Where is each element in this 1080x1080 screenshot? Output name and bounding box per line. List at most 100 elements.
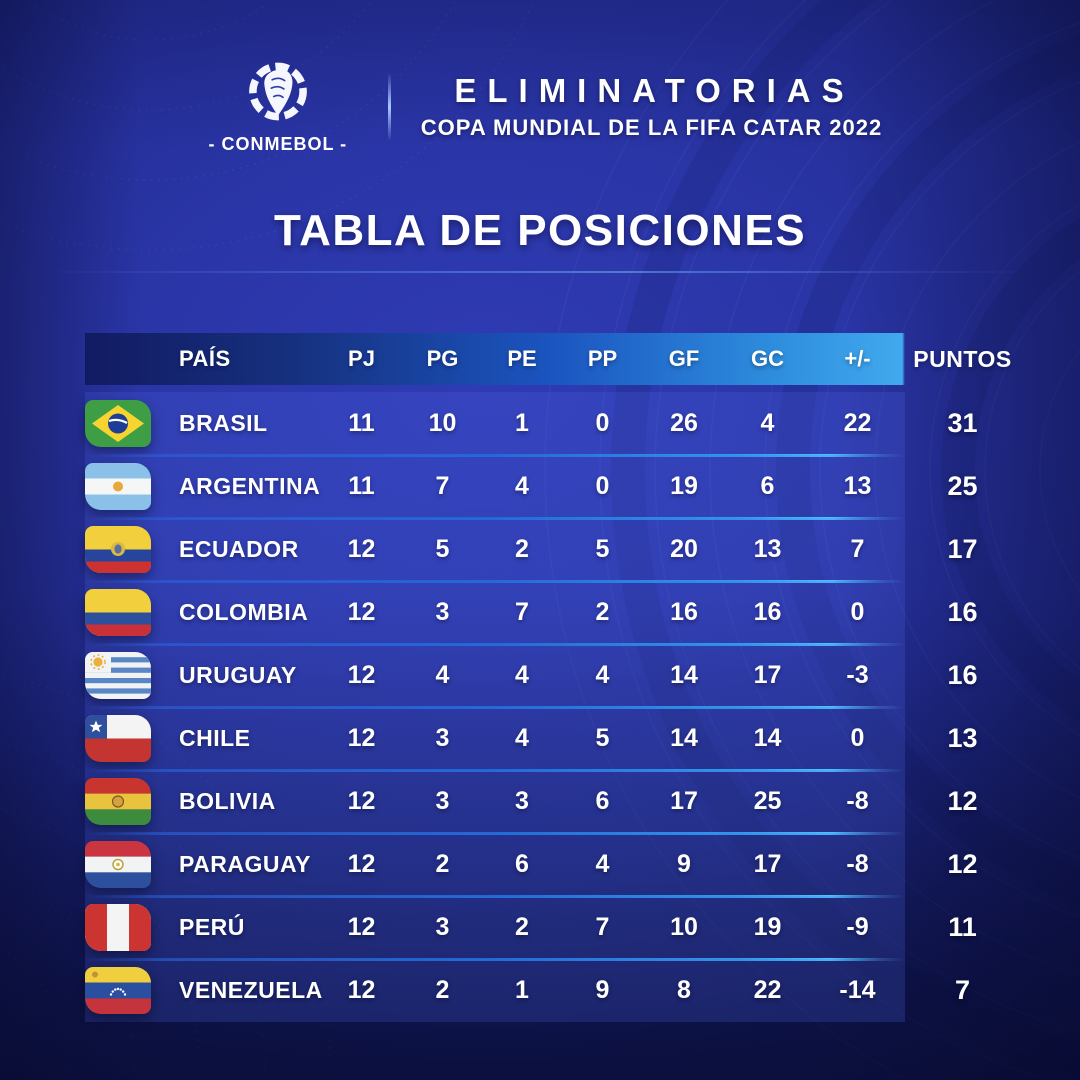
stat-pp: 6 <box>595 787 610 815</box>
stat-gf: 26 <box>670 409 698 437</box>
table-header-row: PAÍS PJ PG PE PP GF GC +/- PUNTOS <box>85 333 1020 385</box>
stat-gc: 6 <box>760 472 775 500</box>
stat-pg: 3 <box>435 913 450 941</box>
stat-pp: 0 <box>595 472 610 500</box>
bolivia-flag-icon <box>85 778 151 825</box>
stat-pj: 12 <box>347 661 376 689</box>
stat-puntos: 16 <box>947 597 978 627</box>
stat-dif: 0 <box>850 598 865 626</box>
stat-pg: 5 <box>435 535 450 563</box>
stat-dif: -9 <box>846 913 869 941</box>
stat-pe: 3 <box>515 787 529 815</box>
stat-pe: 1 <box>515 409 529 437</box>
stat-gf: 19 <box>670 472 698 500</box>
uruguay-flag-icon <box>85 652 151 699</box>
stat-puntos: 12 <box>947 786 978 816</box>
table-row: COLOMBIA 12 3 7 2 16 16 0 16 <box>85 581 1020 646</box>
country-name: COLOMBIA <box>179 599 309 625</box>
country-name: ARGENTINA <box>179 473 321 499</box>
stat-gf: 16 <box>670 598 698 626</box>
brand-header: - CONMEBOL - ELIMINATORIAS COPA MUNDIAL … <box>0 58 1080 155</box>
country-name: PERÚ <box>179 914 245 940</box>
table-row: PARAGUAY 12 2 6 4 9 17 -8 12 <box>85 833 1020 898</box>
argentina-flag-icon <box>85 463 151 510</box>
stat-pe: 4 <box>515 724 529 752</box>
stat-pg: 3 <box>435 787 450 815</box>
stat-pp: 5 <box>595 535 610 563</box>
stat-pj: 11 <box>348 472 375 500</box>
stat-pg: 7 <box>435 472 450 500</box>
stat-pg: 2 <box>435 976 450 1004</box>
ecuador-flag-icon <box>85 526 151 573</box>
stat-pp: 9 <box>595 976 610 1004</box>
stat-pe: 6 <box>515 850 529 878</box>
stat-puntos: 25 <box>947 471 978 501</box>
conmebol-wordmark: - CONMEBOL - <box>208 134 348 154</box>
header-pais: PAÍS <box>179 346 231 371</box>
table-row: CHILE 12 3 4 5 14 14 0 13 <box>85 707 1020 772</box>
chile-flag-icon <box>85 715 151 762</box>
stat-pe: 7 <box>515 598 529 626</box>
stat-pg: 4 <box>435 661 450 689</box>
stat-pp: 7 <box>595 913 610 941</box>
stat-dif: 22 <box>843 409 872 437</box>
table-row: ARGENTINA 11 7 4 0 19 6 13 25 <box>85 455 1020 520</box>
table-row: BRASIL 11 10 1 0 26 4 22 31 <box>85 392 1020 457</box>
venezuela-flag-icon <box>85 967 151 1014</box>
competition-subtitle: COPA MUNDIAL DE LA FIFA CATAR 2022 <box>420 115 883 140</box>
country-name: VENEZUELA <box>179 977 323 1003</box>
competition-title: ELIMINATORIAS <box>454 72 855 109</box>
stat-pj: 12 <box>347 535 376 563</box>
stat-dif: -8 <box>846 850 869 878</box>
stat-pj: 12 <box>347 598 376 626</box>
peru-flag-icon <box>85 904 151 951</box>
stat-pg: 3 <box>435 724 450 752</box>
stat-gc: 13 <box>753 535 782 563</box>
stat-puntos: 16 <box>947 660 978 690</box>
header-pp: PP <box>587 346 618 371</box>
stat-puntos: 12 <box>947 849 978 879</box>
stat-dif: 7 <box>850 535 865 563</box>
standings-table: PAÍS PJ PG PE PP GF GC +/- PUNTOS BRASIL… <box>85 333 1020 1022</box>
stat-pp: 4 <box>595 661 610 689</box>
stat-pp: 2 <box>595 598 610 626</box>
country-name: URUGUAY <box>179 662 297 688</box>
stat-gf: 10 <box>670 913 698 941</box>
country-name: BOLIVIA <box>179 788 276 814</box>
stat-gf: 17 <box>670 787 698 815</box>
conmebol-crest: - CONMEBOL - <box>198 58 358 155</box>
header-gf: GF <box>668 346 700 371</box>
header-puntos: PUNTOS <box>913 345 1012 372</box>
stat-gc: 22 <box>753 976 782 1004</box>
header-dif: +/- <box>844 346 871 371</box>
table-row: BOLIVIA 12 3 3 6 17 25 -8 12 <box>85 770 1020 835</box>
table-row: URUGUAY 12 4 4 4 14 17 -3 16 <box>85 644 1020 709</box>
paraguay-flag-icon <box>85 841 151 888</box>
stat-puntos: 11 <box>948 912 977 942</box>
country-name: ECUADOR <box>179 536 299 562</box>
stat-gc: 16 <box>753 598 782 626</box>
stat-puntos: 31 <box>947 408 978 438</box>
stat-puntos: 17 <box>947 534 978 564</box>
stat-gc: 14 <box>753 724 782 752</box>
stat-gf: 9 <box>677 850 691 878</box>
brand-divider <box>387 73 391 140</box>
stat-pg: 2 <box>435 850 450 878</box>
stat-gc: 19 <box>753 913 782 941</box>
conmebol-logo-icon <box>248 62 307 121</box>
stat-puntos: 7 <box>954 975 971 1005</box>
stat-pj: 12 <box>347 787 376 815</box>
table-row: VENEZUELA 12 2 1 9 8 22 -14 7 <box>85 959 1020 1022</box>
stat-pe: 2 <box>515 535 529 563</box>
page-title: TABLA DE POSICIONES <box>273 206 807 255</box>
header-pe: PE <box>507 346 537 371</box>
stat-pe: 2 <box>515 913 529 941</box>
stat-gc: 17 <box>753 850 782 878</box>
table-row: PERÚ 12 3 2 7 10 19 -9 11 <box>85 896 1020 961</box>
header-pg: PG <box>426 346 459 371</box>
stat-pe: 4 <box>515 661 529 689</box>
stat-pg: 10 <box>428 409 457 437</box>
stat-pp: 4 <box>595 850 610 878</box>
stat-pp: 0 <box>595 409 610 437</box>
